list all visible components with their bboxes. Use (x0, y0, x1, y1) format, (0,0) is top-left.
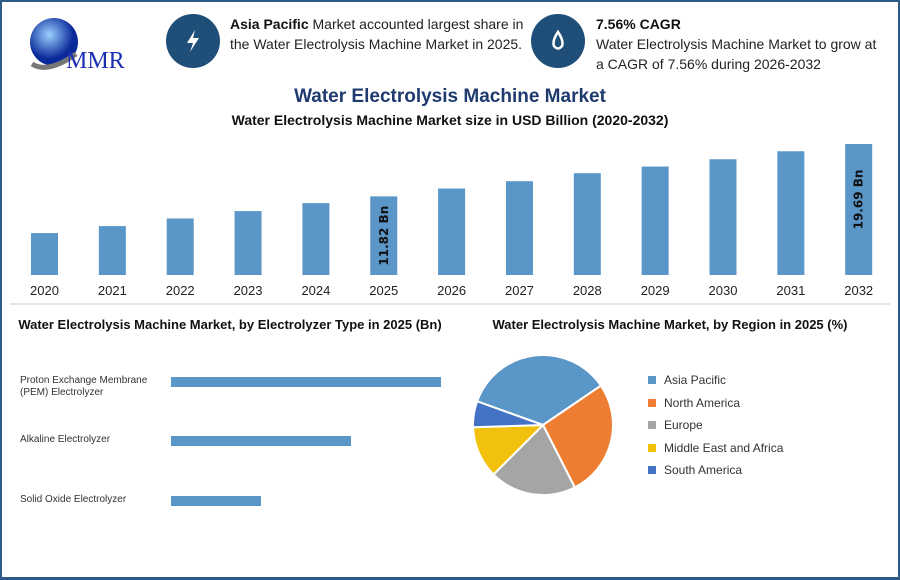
mmr-logo: MMR (28, 14, 138, 76)
x-tick-label: 2032 (844, 283, 873, 298)
highlight-cagr: 7.56% CAGR Water Electrolysis Machine Ma… (596, 14, 886, 74)
highlight-region-bold: Asia Pacific (230, 16, 309, 32)
legend-item: Europe (648, 418, 703, 432)
bar-2026 (438, 188, 466, 275)
type-label: Alkaline Electrolyzer (20, 434, 111, 445)
highlight-region-text: Market accounted largest share in the Wa… (230, 16, 524, 52)
pie-slice-europe (492, 423, 577, 496)
legend-swatch (648, 376, 656, 384)
x-tick-label: 2024 (301, 283, 330, 298)
bar-2028 (573, 173, 601, 275)
bar-2025 (370, 196, 398, 275)
x-tick-label: 2020 (30, 283, 59, 298)
pie-slice-north-america (541, 384, 614, 489)
legend-label: Asia Pacific (664, 373, 727, 387)
legend-swatch (648, 443, 656, 452)
legend-label: Middle East and Africa (664, 440, 784, 455)
highlight-cagr-text: Water Electrolysis Machine Market to gro… (596, 36, 877, 72)
x-tick-label: 2027 (505, 283, 534, 298)
data-label-2032: 19.69 Bn (852, 170, 866, 230)
x-tick-label: 2021 (98, 283, 127, 298)
type-chart-title: Water Electrolysis Machine Market, by El… (18, 317, 442, 332)
globe-logo-icon (30, 18, 78, 70)
bar-2024 (302, 203, 330, 275)
legend-swatch (648, 421, 656, 429)
x-tick-label: 2029 (641, 283, 670, 298)
annual-bar-chart: 2020 2021 2022 2023 2024 2025 11.82 Bn 2026 2027… (10, 144, 890, 305)
x-tick-label: 2028 (573, 283, 602, 298)
region-chart-title: Water Electrolysis Machine Market, by Re… (492, 317, 848, 332)
x-tick-label: 2030 (709, 283, 738, 298)
type-bar (171, 377, 441, 387)
x-tick-label: 2026 (437, 283, 466, 298)
type-label: Proton Exchange Membrane (PEM) Electroly… (20, 375, 148, 398)
logo-text: MMR (66, 48, 125, 74)
legend-item: Middle East and Africa (648, 441, 783, 455)
page-title: Water Electrolysis Machine Market (294, 86, 606, 107)
pie-slice-asia-pacific (475, 355, 603, 427)
x-tick-label: 2031 (776, 283, 805, 298)
data-label-2025: 11.82 Bn (377, 206, 391, 266)
highlight-cagr-bold: 7.56% CAGR (596, 16, 681, 32)
legend-label: North America (664, 395, 741, 410)
bar-2030 (709, 159, 737, 275)
x-tick-label: 2022 (166, 283, 195, 298)
bar-chart-title: Water Electrolysis Machine Market size i… (231, 112, 669, 128)
x-tick-label: 2025 (369, 283, 398, 298)
bar-2027 (505, 181, 533, 275)
type-label: Solid Oxide Electrolyzer (20, 494, 127, 505)
bar-2031 (777, 151, 805, 275)
legend-swatch (648, 398, 656, 407)
lightning-icon (166, 14, 220, 68)
legend-item: North America (648, 396, 740, 410)
bar-2032 (845, 144, 873, 275)
bar-2021 (98, 226, 126, 275)
type-bar (171, 436, 351, 446)
bar-2020 (31, 233, 58, 275)
bar-2029 (641, 166, 669, 275)
legend-item: Asia Pacific (648, 373, 726, 387)
legend-label: Europe (664, 418, 703, 432)
pie-slice-south-america (472, 400, 544, 429)
legend-swatch (648, 466, 656, 474)
legend-item: South America (648, 463, 742, 477)
legend-label: South America (664, 463, 743, 477)
x-tick-label: 2023 (234, 283, 263, 298)
bar-2022 (166, 218, 194, 275)
bar-2023 (234, 211, 262, 275)
type-bar (171, 496, 261, 506)
region-pie-chart (472, 355, 614, 496)
highlight-region: Asia Pacific Market accounted largest sh… (230, 14, 525, 54)
water-drop-icon (531, 14, 585, 68)
